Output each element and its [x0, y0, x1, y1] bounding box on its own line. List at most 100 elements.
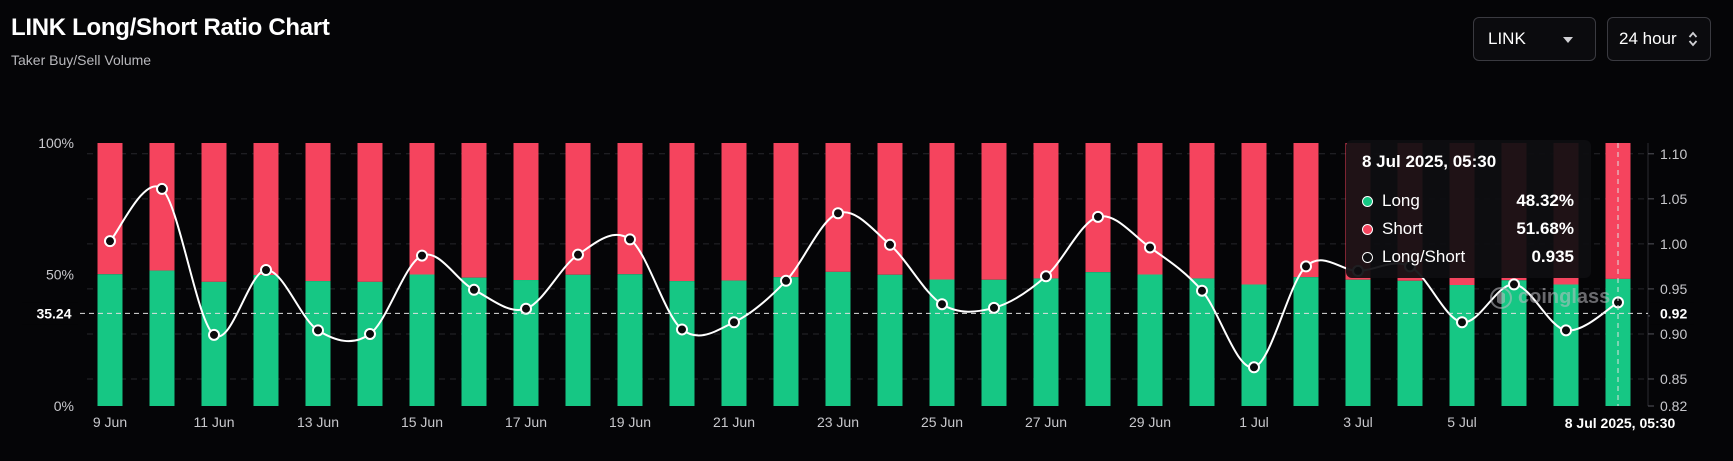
long-bar [1085, 272, 1111, 406]
left-tick-label: 100% [38, 135, 74, 151]
short-bar [929, 143, 955, 280]
tooltip-row-long: Long 48.32% [1362, 191, 1574, 213]
ratio-point [416, 249, 428, 262]
x-tick-label: 21 Jun [713, 414, 755, 430]
short-bar [981, 143, 1007, 280]
ratio-point [884, 238, 896, 251]
x-tick-label: 27 Jun [1025, 414, 1067, 430]
short-bar [513, 143, 539, 281]
right-axis-ticks: 1.10 1.05 1.00 0.95 0.92 0.90 0.85 0.82 [1647, 143, 1687, 414]
chart-tooltip: 8 Jul 2025, 05:30 Long 48.32% Short 51.6… [1346, 140, 1591, 278]
long-bar [773, 277, 799, 406]
x-tick-label: 3 Jul [1343, 414, 1373, 430]
ratio-point [988, 301, 1000, 314]
right-tick-label: 0.90 [1660, 326, 1687, 342]
crosshair-date-bg [1560, 412, 1680, 434]
right-tick-label: 0.95 [1660, 281, 1687, 297]
period-select[interactable]: 24 hour [1607, 17, 1711, 61]
left-tick-label: 50% [46, 267, 74, 283]
tooltip-value: 51.68% [1516, 219, 1574, 238]
short-bar [1085, 143, 1111, 273]
tooltip-title: 8 Jul 2025, 05:30 [1362, 152, 1497, 171]
x-tick-label: 1 Jul [1239, 414, 1269, 430]
short-bar [1189, 143, 1215, 279]
chart-title: LINK Long/Short Ratio Chart [11, 14, 330, 41]
long-bar [877, 274, 903, 406]
ratio-point [624, 233, 636, 246]
ratio-point [520, 302, 532, 315]
short-legend-icon [1362, 224, 1373, 235]
x-tick-label: 29 Jun [1129, 414, 1171, 430]
right-marker-label: 0.92 [1660, 305, 1687, 321]
ratio-point [156, 182, 168, 195]
crosshair-date-label: 8 Jul 2025, 05:30 [1565, 415, 1676, 431]
x-tick-label: 19 Jun [609, 414, 651, 430]
long-bar [1449, 285, 1475, 406]
tooltip-label: Short [1382, 219, 1423, 238]
tooltip-row-short: Short 51.68% [1362, 219, 1574, 241]
ratio-point [780, 274, 792, 287]
ratio-point [1040, 270, 1052, 283]
tooltip-label: Long [1382, 191, 1420, 210]
short-bar [773, 143, 799, 278]
long-bar [1501, 280, 1527, 406]
right-tick-label: 0.85 [1660, 371, 1687, 387]
ratio-point [1248, 361, 1260, 374]
long-bar [357, 281, 383, 406]
short-bar [149, 143, 175, 271]
x-tick-label: 25 Jun [921, 414, 963, 430]
long-bar [201, 281, 227, 406]
short-bar [617, 143, 643, 275]
x-tick-label: 15 Jun [401, 414, 443, 430]
long-bar [721, 280, 747, 406]
x-tick-label: 23 Jun [817, 414, 859, 430]
long-bar [149, 270, 175, 406]
tooltip-value: 48.32% [1516, 191, 1574, 210]
short-bar [1241, 143, 1267, 285]
ratio-point [572, 248, 584, 261]
short-bar [669, 143, 695, 282]
tooltip-label: Long/Short [1382, 247, 1466, 266]
long-bar [1189, 278, 1215, 406]
right-tick-label: 0.82 [1660, 398, 1687, 414]
x-tick-label: 13 Jun [297, 414, 339, 430]
right-tick-label: 1.10 [1660, 146, 1687, 162]
left-tick-label: 0% [54, 398, 74, 414]
long-bar [513, 280, 539, 406]
long-bar [253, 275, 279, 406]
ratio-point [1300, 260, 1312, 273]
ratio-legend-icon [1362, 252, 1373, 263]
short-bar [305, 143, 331, 282]
right-marker-bg [1650, 302, 1694, 325]
short-bar [97, 143, 123, 275]
short-bar [461, 143, 487, 278]
chevron-down-icon [1563, 37, 1573, 43]
long-bar [1345, 279, 1371, 406]
ratio-point [1092, 210, 1104, 223]
long-bar [305, 281, 331, 406]
short-bar [201, 143, 227, 282]
ratio-point [104, 235, 116, 248]
tooltip-value: 0.935 [1531, 247, 1574, 266]
short-bar [721, 143, 747, 281]
symbol-select[interactable]: LINK [1473, 17, 1596, 61]
crosshair-markers: 35.24 0.92 8 Jul 2025, 05:30 [22, 143, 1694, 434]
ratio-point [1508, 278, 1520, 291]
period-select-value: 24 hour [1619, 29, 1677, 48]
ratio-point [936, 298, 948, 311]
x-tick-label: 11 Jun [194, 414, 235, 430]
long-bar [97, 274, 123, 406]
long-bar [981, 279, 1007, 406]
long-bar [1241, 284, 1267, 406]
long-bar [617, 274, 643, 406]
ratio-point [468, 283, 480, 296]
long-bar [1553, 284, 1579, 406]
ratio-point [728, 316, 740, 329]
up-down-chevron-icon [1688, 31, 1698, 47]
x-tick-label: 17 Jun [505, 414, 547, 430]
chart-subtitle: Taker Buy/Sell Volume [11, 52, 152, 68]
watermark-text: coinglass [1518, 286, 1611, 308]
long-bar [825, 271, 851, 406]
long-bar [1137, 274, 1163, 406]
short-bar [1033, 143, 1059, 279]
